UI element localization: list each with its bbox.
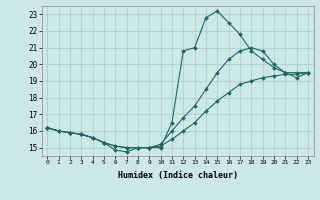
X-axis label: Humidex (Indice chaleur): Humidex (Indice chaleur) <box>118 171 237 180</box>
